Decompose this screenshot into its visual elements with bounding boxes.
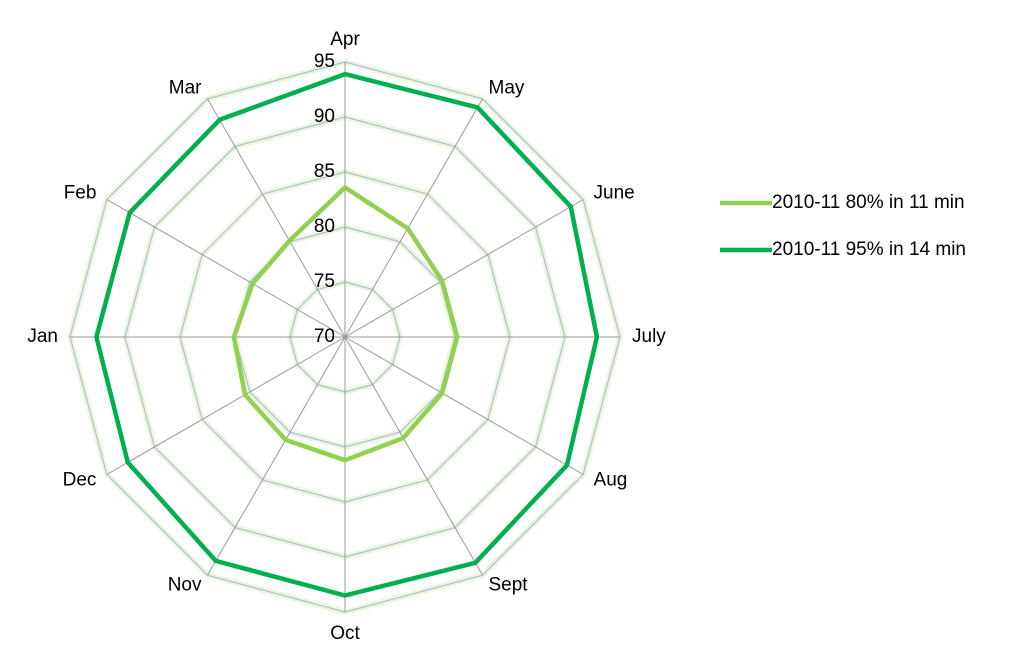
category-label: Sept xyxy=(489,575,529,596)
category-label: Aug xyxy=(594,470,628,491)
tick-label: 75 xyxy=(314,271,335,292)
category-label: Apr xyxy=(330,29,360,50)
legend-label: 2010-11 80% in 11 min xyxy=(772,192,965,213)
axis-spoke xyxy=(344,98,483,338)
category-label: May xyxy=(489,77,525,98)
axis-spoke xyxy=(207,98,346,338)
axis-spoke xyxy=(344,336,584,475)
tick-label: 85 xyxy=(314,161,335,182)
category-label: July xyxy=(632,326,666,347)
axis-spoke xyxy=(106,336,346,475)
category-label: Oct xyxy=(330,623,360,644)
axis-spoke xyxy=(344,199,584,338)
category-label: Feb xyxy=(64,183,97,204)
tick-label: 90 xyxy=(314,106,335,127)
axis-spoke xyxy=(106,199,346,338)
category-label: Jan xyxy=(27,326,58,347)
category-label: June xyxy=(594,183,635,204)
legend-label: 2010-11 95% in 14 min xyxy=(772,239,966,260)
tick-label: 70 xyxy=(314,326,335,347)
category-label: Dec xyxy=(63,470,97,491)
series-line xyxy=(231,185,460,463)
axis-spoke xyxy=(207,336,346,576)
axis-spoke xyxy=(344,336,483,576)
category-label: Mar xyxy=(169,77,202,98)
category-label: Nov xyxy=(168,575,202,596)
tick-label: 95 xyxy=(314,51,335,72)
series-line xyxy=(94,71,600,598)
tick-label: 80 xyxy=(314,216,335,237)
